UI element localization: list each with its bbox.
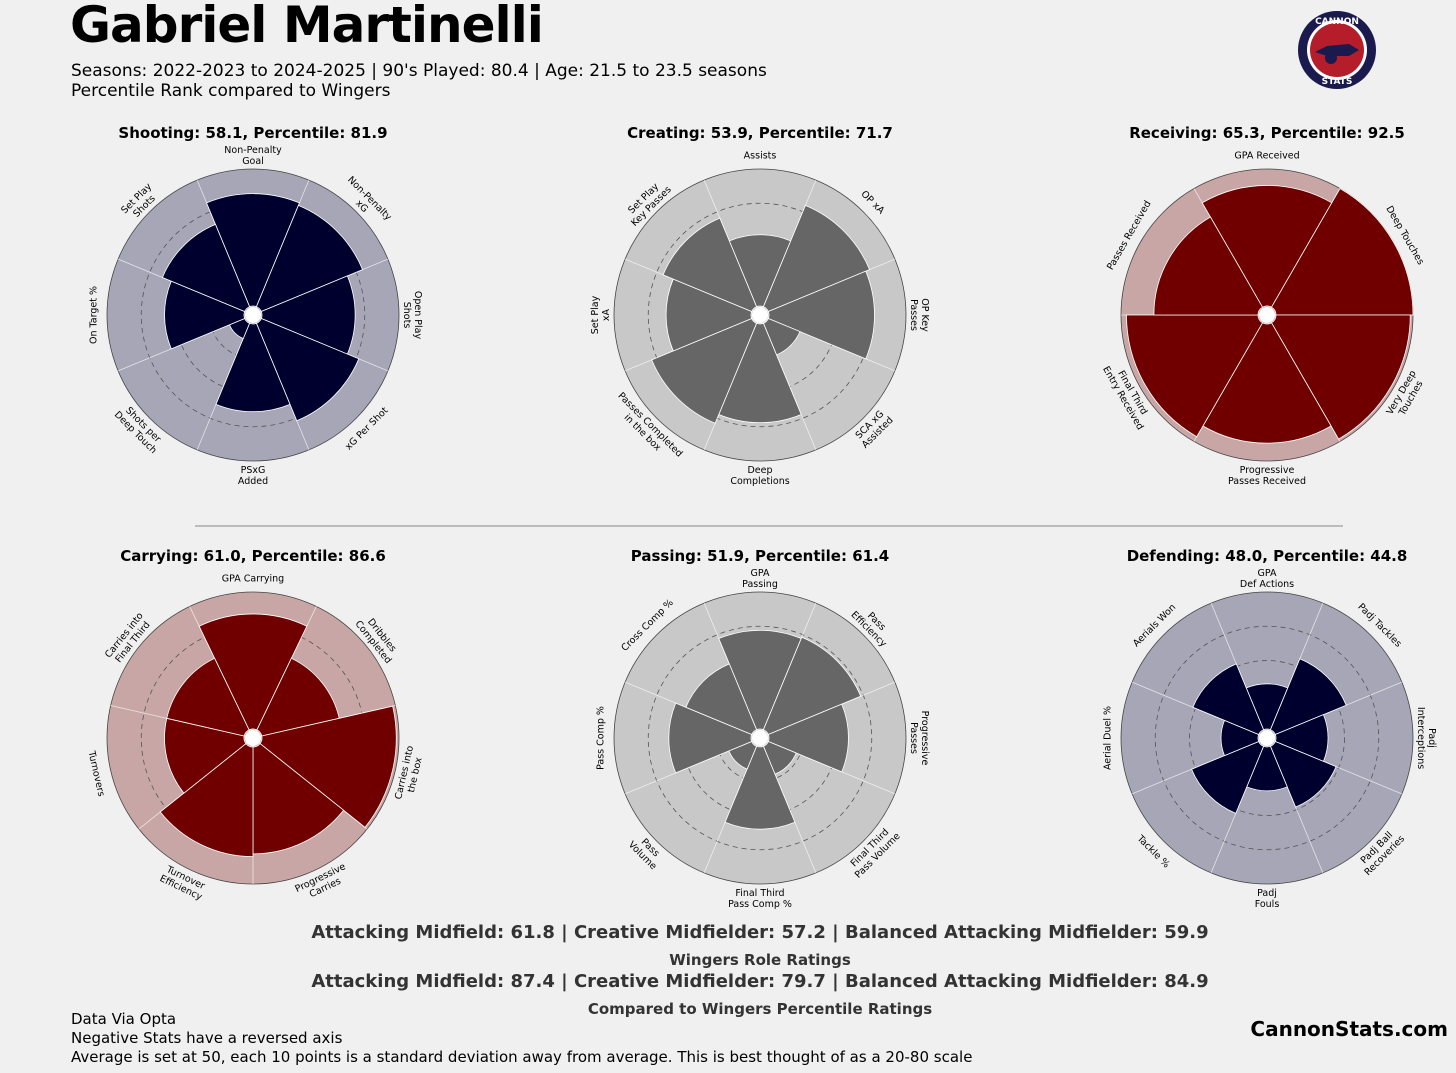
- polar-bar: [724, 745, 796, 830]
- polar-bar: [159, 743, 254, 858]
- category-label: Padj Fouls: [1255, 888, 1280, 910]
- polar-bar: [166, 657, 250, 737]
- category-label: Non-Penalty Goal: [224, 145, 282, 167]
- polar-bar: [1270, 188, 1414, 316]
- polar-chart-6: Defending: 48.0, Percentile: 44.8 GPA Def …: [1103, 547, 1438, 910]
- category-label: GPA Carrying: [222, 574, 284, 585]
- polar-bar: [161, 223, 251, 313]
- center-hole: [245, 730, 261, 746]
- polar-bar: [718, 322, 802, 424]
- chart-title: Receiving: 65.3, Percentile: 92.5: [1129, 124, 1405, 142]
- polar-bar: [1191, 740, 1265, 814]
- category-label: Turnovers: [85, 749, 106, 798]
- center-hole: [1259, 307, 1275, 323]
- polar-bar: [767, 270, 875, 360]
- chart-title: Carrying: 61.0, Percentile: 86.6: [120, 547, 386, 565]
- category-label: Deep Completions: [730, 465, 789, 487]
- polar-bar: [259, 705, 397, 828]
- data-source-note: Data Via Opta: [71, 1010, 177, 1028]
- category-label: GPA Received: [1234, 151, 1299, 162]
- svg-text:STATS: STATS: [1322, 77, 1353, 87]
- polar-bar: [255, 317, 360, 422]
- polar-bar: [252, 743, 345, 855]
- category-label: GPA Def Actions: [1240, 568, 1294, 590]
- chart-title: Creating: 53.9, Percentile: 71.7: [627, 124, 893, 142]
- category-label: PSxG Added: [238, 465, 268, 487]
- polar-bar: [256, 657, 340, 737]
- category-label: Set PlayxA: [590, 295, 612, 334]
- polar-bar: [1269, 658, 1347, 736]
- category-label: PadjInterceptions: [1415, 707, 1437, 769]
- polar-bar: [1202, 322, 1332, 444]
- polar-bar: [1153, 216, 1264, 316]
- polar-bar: [718, 629, 802, 731]
- category-label: Open PlayShots: [401, 291, 423, 340]
- seasons-subtitle: Seasons: 2022-2023 to 2024-2025 | 90's P…: [71, 61, 767, 81]
- polar-chart-1: Shooting: 58.1, Percentile: 81.9 Non-Pena…: [89, 124, 424, 487]
- polar-bar: [767, 703, 849, 773]
- chart-title: Shooting: 58.1, Percentile: 81.9: [118, 124, 387, 142]
- polar-bar: [1192, 663, 1265, 736]
- polar-bar: [668, 702, 753, 774]
- polar-bar: [1126, 314, 1264, 438]
- percentile-ratings-caption: Compared to Wingers Percentile Ratings: [587, 1000, 933, 1018]
- percentile-ratings-line: Attacking Midfield: 87.4 | Creative Midf…: [311, 971, 1209, 992]
- polar-bar: [665, 278, 753, 352]
- polar-bar: [662, 217, 758, 313]
- reversed-axis-note: Negative Stats have a reversed axis: [71, 1029, 343, 1047]
- center-hole: [752, 730, 768, 746]
- polar-bar: [206, 193, 300, 308]
- center-hole: [752, 307, 768, 323]
- comparison-subtitle: Percentile Rank compared to Wingers: [71, 81, 391, 101]
- category-label: Assists: [744, 151, 777, 162]
- grid-ring: [1189, 660, 1345, 816]
- player-name-title: Gabriel Martinelli: [70, 0, 544, 54]
- category-label: OP KeyPasses: [908, 298, 930, 332]
- svg-text:CANNON: CANNON: [1315, 17, 1359, 27]
- category-label: GPA Passing: [742, 568, 778, 590]
- polar-bar: [728, 234, 792, 308]
- polar-bar: [1274, 714, 1329, 762]
- role-ratings-line: Attacking Midfield: 61.8 | Creative Midf…: [311, 922, 1209, 943]
- scale-note: Average is set at 50, each 10 points is …: [71, 1048, 973, 1066]
- role-ratings-caption: Wingers Role Ratings: [669, 951, 851, 969]
- cannon-stats-logo-icon: CANNON STATS: [1298, 11, 1376, 89]
- polar-chart-3: Receiving: 65.3, Percentile: 92.5 GPA Rec…: [1100, 124, 1426, 487]
- category-label: Progressive Passes Received: [1228, 465, 1306, 487]
- polar-bar: [1246, 745, 1288, 792]
- polar-chart-2: Creating: 53.9, Percentile: 71.7 Assists O…: [590, 124, 930, 487]
- polar-bar: [762, 204, 871, 313]
- polar-bar: [215, 322, 291, 413]
- polar-bar: [198, 613, 308, 731]
- polar-chart-5: Passing: 51.9, Percentile: 61.4 GPA Passin…: [596, 547, 931, 910]
- category-label: Final Third Pass Comp %: [728, 888, 792, 910]
- polar-bar: [255, 204, 364, 313]
- category-label: Pass Comp %: [596, 706, 607, 770]
- center-hole: [245, 307, 261, 323]
- chart-title: Passing: 51.9, Percentile: 61.4: [631, 547, 889, 565]
- polar-bar: [762, 317, 801, 356]
- category-label: On Target %: [89, 286, 100, 344]
- grid-ring: [647, 625, 873, 851]
- polar-bar: [1245, 683, 1289, 731]
- polar-bar: [260, 275, 356, 355]
- polar-bar: [1269, 740, 1337, 808]
- brand-link[interactable]: CannonStats.com: [1250, 1017, 1448, 1041]
- polar-bar: [1201, 185, 1333, 308]
- polar-bar: [685, 663, 758, 736]
- center-hole: [1259, 730, 1275, 746]
- polar-bar: [1220, 719, 1260, 757]
- grid-ring: [1154, 625, 1380, 851]
- category-label: ProgressivePasses: [908, 711, 930, 766]
- polar-bar: [164, 280, 246, 350]
- polar-bar: [651, 317, 758, 424]
- polar-bar: [164, 717, 247, 794]
- polar-bar: [1270, 314, 1411, 440]
- category-label: Aerial Duel %: [1103, 706, 1114, 770]
- polar-chart-4: Carrying: 61.0, Percentile: 86.6 GPA Carr…: [85, 547, 424, 903]
- chart-title: Defending: 48.0, Percentile: 44.8: [1127, 547, 1408, 565]
- polar-bar: [762, 636, 862, 736]
